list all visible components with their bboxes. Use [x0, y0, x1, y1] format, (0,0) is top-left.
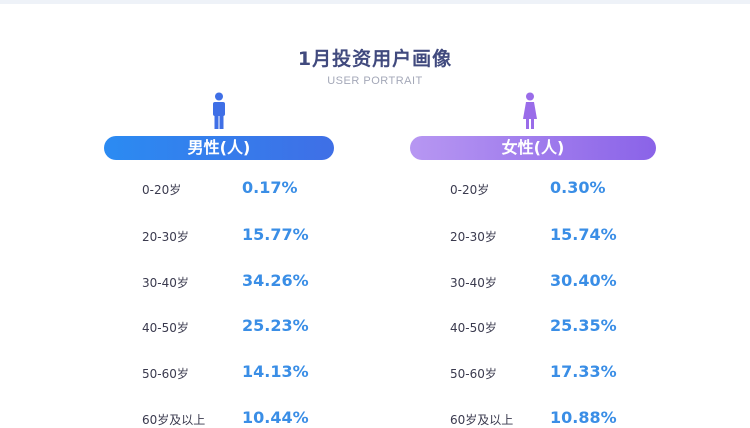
top-divider — [0, 0, 750, 4]
percentage-value: 17.33% — [550, 362, 617, 381]
age-range-label: 20-30岁 — [450, 230, 497, 244]
percentage-value: 15.77% — [242, 225, 309, 244]
age-range-label: 30-40岁 — [142, 276, 189, 290]
male-person-icon — [211, 92, 227, 130]
percentage-value: 34.26% — [242, 271, 309, 290]
male-header-pill: 男性(人) — [104, 136, 334, 160]
age-range-label: 40-50岁 — [142, 321, 189, 335]
age-range-label: 50-60岁 — [450, 367, 497, 381]
page-title: 1月投资用户画像 — [297, 48, 453, 70]
page-subtitle: USER PORTRAIT — [327, 75, 423, 87]
percentage-value: 25.35% — [550, 316, 617, 335]
female-person-icon — [522, 92, 538, 130]
age-range-label: 30-40岁 — [450, 276, 497, 290]
female-header-pill: 女性(人) — [410, 136, 656, 160]
percentage-value: 30.40% — [550, 271, 617, 290]
age-range-label: 50-60岁 — [142, 367, 189, 381]
percentage-value: 10.44% — [242, 408, 309, 427]
percentage-value: 25.23% — [242, 316, 309, 335]
percentage-value: 15.74% — [550, 225, 617, 244]
percentage-value: 14.13% — [242, 362, 309, 381]
age-range-label: 60岁及以上 — [450, 413, 514, 427]
age-range-label: 0-20岁 — [450, 183, 490, 197]
age-range-label: 0-20岁 — [142, 183, 182, 197]
percentage-value: 0.17% — [242, 178, 298, 197]
percentage-value: 10.88% — [550, 408, 617, 427]
age-range-label: 40-50岁 — [450, 321, 497, 335]
percentage-value: 0.30% — [550, 178, 606, 197]
age-range-label: 20-30岁 — [142, 230, 189, 244]
age-range-label: 60岁及以上 — [142, 413, 206, 427]
